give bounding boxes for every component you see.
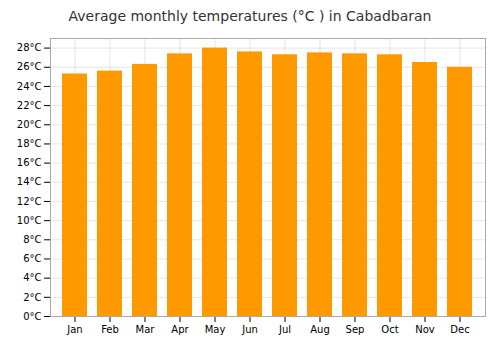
- svg-text:22°C: 22°C: [17, 100, 42, 111]
- svg-text:Mar: Mar: [136, 324, 156, 335]
- svg-text:6°C: 6°C: [23, 253, 41, 264]
- html-text:Average monthly temperatures (: Average monthly temperatures (°C ) in Ca…: [68, 8, 432, 24]
- svg-text:16°C: 16°C: [17, 157, 42, 168]
- svg-text:Oct: Oct: [381, 324, 398, 335]
- svg-text:2°C: 2°C: [23, 292, 41, 303]
- svg-text:Jul: Jul: [278, 324, 291, 335]
- svg-text:Apr: Apr: [171, 324, 189, 335]
- svg-text:4°C: 4°C: [23, 272, 41, 283]
- svg-text:28°C: 28°C: [17, 42, 42, 53]
- svg-text:26°C: 26°C: [17, 61, 42, 72]
- svg-text:10°C: 10°C: [17, 215, 42, 226]
- svg-text:Aug: Aug: [310, 324, 330, 335]
- svg-text:Sep: Sep: [346, 324, 365, 335]
- svg-text:24°C: 24°C: [17, 81, 42, 92]
- svg-text:Jun: Jun: [241, 324, 258, 335]
- svg-text:14°C: 14°C: [17, 176, 42, 187]
- svg-text:Dec: Dec: [450, 324, 469, 335]
- svg-text:Jan: Jan: [66, 324, 82, 335]
- svg-text:May: May: [205, 324, 226, 335]
- svg-text:8°C: 8°C: [23, 234, 41, 245]
- svg-text:Feb: Feb: [101, 324, 119, 335]
- svg-text:18°C: 18°C: [17, 138, 42, 149]
- svg-text:20°C: 20°C: [17, 119, 42, 130]
- svg-text:12°C: 12°C: [17, 196, 42, 207]
- svg-text:0°C: 0°C: [23, 311, 41, 322]
- svg-text:Nov: Nov: [415, 324, 435, 335]
